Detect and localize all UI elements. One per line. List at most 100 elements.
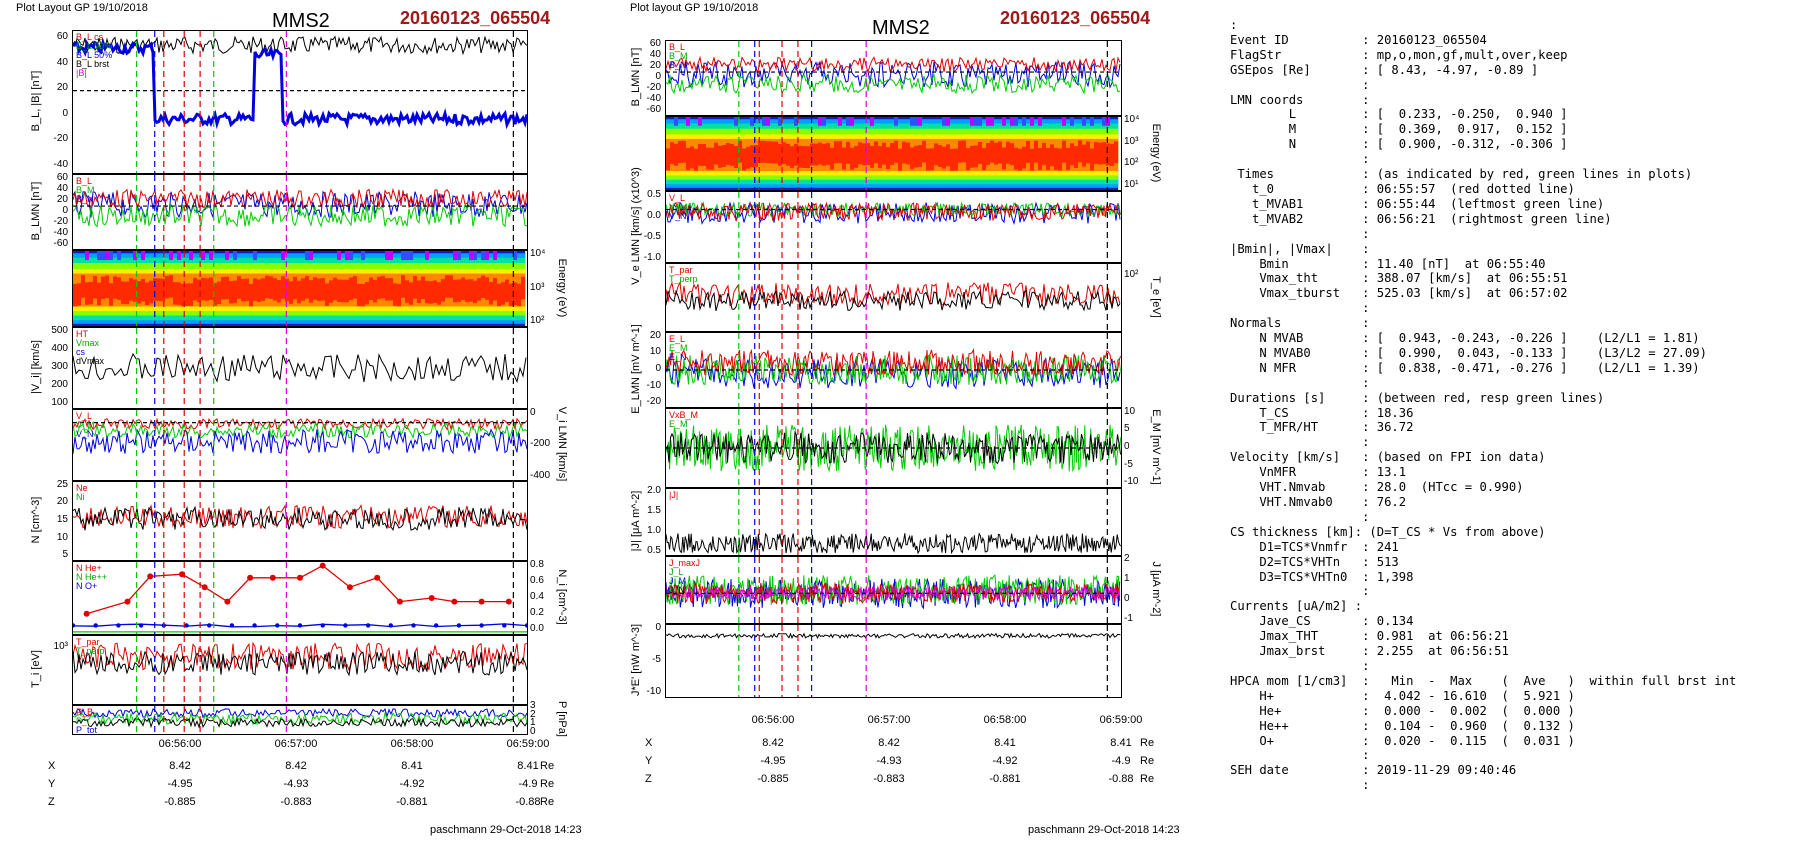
info-line: : bbox=[1230, 18, 1238, 32]
info-line: L : [ 0.233, -0.250, 0.940 ] bbox=[1230, 107, 1568, 122]
legend-entry: N He++ bbox=[76, 572, 108, 582]
info-line: : bbox=[1230, 77, 1370, 92]
no-point bbox=[479, 623, 484, 628]
legend-entry: B_L bbox=[669, 42, 686, 52]
middle-panel-7-legend: |J| bbox=[669, 491, 678, 500]
no-point bbox=[138, 623, 144, 628]
left-coord-unit: Re bbox=[540, 796, 555, 808]
left-panel-7: N He+ N He++ N O+ bbox=[72, 561, 528, 635]
legend-entry: cs bbox=[76, 347, 85, 357]
legend-entry: J_L bbox=[669, 567, 684, 577]
middle-coord-label-z: Z bbox=[645, 773, 652, 785]
no-point bbox=[116, 623, 121, 628]
info-line: : bbox=[1230, 375, 1370, 390]
middle-panel-2-ytick: 10² bbox=[1124, 157, 1139, 169]
nhe-point bbox=[451, 598, 458, 605]
left-panel-8: T_par T_perp bbox=[72, 635, 528, 705]
left-panel-8-ylabel: T_i [eV] bbox=[30, 650, 42, 688]
left-panel-9-ytick: 3 bbox=[530, 700, 536, 712]
info-line: : bbox=[1230, 152, 1370, 167]
no-point bbox=[343, 623, 348, 628]
middle-panel-1-ytick: 40 bbox=[649, 48, 661, 60]
left-event-title: 20160123_065504 bbox=[400, 8, 551, 28]
middle-panel-5-legend: E_L E_M E_N bbox=[669, 335, 688, 362]
middle-panel-7: |J| bbox=[665, 488, 1122, 556]
legend-entry: T_perp bbox=[669, 274, 698, 284]
middle-time-tick: 06:57:00 bbox=[867, 714, 911, 726]
info-line: |Bmin|, |Vmax| : bbox=[1230, 241, 1370, 256]
legend-entry: V_M bbox=[76, 420, 95, 430]
middle-panel-1-ytick: -20 bbox=[646, 82, 661, 94]
middle-panel-6-ytick: 0 bbox=[1124, 441, 1130, 452]
middle-coord-value: 8.42 bbox=[878, 737, 900, 749]
middle-panel-7-trace-1 bbox=[666, 532, 1121, 555]
middle-panel-4-plot bbox=[666, 264, 1121, 331]
left-panel-4-ytick: 200 bbox=[51, 379, 68, 390]
info-line: HPCA mom [1/cm3] : Min - Max ( Ave ) wit… bbox=[1230, 673, 1737, 688]
legend-entry: J_N bbox=[669, 585, 686, 595]
left-panel-5: V_L V_M V_N bbox=[72, 409, 528, 481]
left-layout-label: Plot Layout GP 19/10/2018 bbox=[16, 2, 148, 14]
info-line: O+ : 0.020 - 0.115 ( 0.031 ) bbox=[1230, 733, 1575, 748]
middle-coord-label-y: Y bbox=[645, 755, 653, 767]
left-panel-2-ylabel: B_LMN [nT] bbox=[30, 181, 42, 241]
left-panel-9-ytick: 1 bbox=[530, 717, 536, 729]
left-panel-9: P_B P_i P_tot bbox=[72, 705, 528, 735]
left-panel-9-ytick: 2 bbox=[530, 708, 536, 720]
left-panel-2-ytick: 60 bbox=[56, 171, 68, 183]
info-line: T_CS : 18.36 bbox=[1230, 405, 1414, 420]
legend-entry: V_N bbox=[76, 429, 94, 439]
left-time-tick: 06:57:00 bbox=[274, 738, 318, 750]
middle-panel-8-trace-2 bbox=[666, 574, 1121, 606]
left-panel-7-ylabel: N_i [cm^-3] bbox=[556, 569, 568, 625]
left-coord-unit: Re bbox=[540, 778, 555, 790]
middle-panel-3-ytick: -1.0 bbox=[643, 251, 661, 263]
legend-entry: B_M bbox=[76, 185, 95, 195]
info-line: VHT.Nmvab0 : 76.2 bbox=[1230, 495, 1407, 509]
left-panel-5-trace-2 bbox=[73, 422, 527, 440]
nhe-point bbox=[247, 574, 254, 581]
middle-footer: paschmann 29-Oct-2018 14:23 bbox=[1028, 824, 1180, 836]
left-panel-3 bbox=[72, 250, 528, 327]
left-coord-value: -4.93 bbox=[283, 778, 309, 790]
legend-entry: T_perp bbox=[76, 646, 105, 656]
middle-panel-3-plot bbox=[666, 192, 1121, 262]
middle-time-tick: 06:56:00 bbox=[751, 714, 795, 726]
info-line: : bbox=[1230, 778, 1370, 793]
nhe-point bbox=[505, 598, 512, 605]
left-panel-4-ytick: 400 bbox=[51, 343, 68, 354]
middle-panel-8: J_maxJ J_L J_M J_N bbox=[665, 556, 1122, 624]
middle-panel-3-ytick: 0.0 bbox=[647, 209, 661, 221]
left-panel-7-ytick: 0.4 bbox=[530, 591, 544, 602]
middle-layout-label: Plot layout GP 19/10/2018 bbox=[630, 2, 759, 14]
middle-panel-6-ytick: 5 bbox=[1124, 423, 1130, 435]
middle-coord-value: -4.93 bbox=[876, 755, 902, 767]
middle-coord-unit: Re bbox=[1140, 755, 1155, 767]
no-point bbox=[229, 623, 235, 628]
left-panel-1-ytick: 0 bbox=[62, 107, 68, 119]
nhe-point bbox=[83, 610, 90, 617]
left-coord-value: 8.41 bbox=[517, 760, 539, 772]
info-line: FlagStr : mp,o,mon,gf,mult,over,keep bbox=[1230, 47, 1568, 62]
left-panel-6-trace-1 bbox=[73, 504, 527, 531]
middle-panel-9 bbox=[665, 624, 1122, 698]
left-sat-title: MMS2 bbox=[272, 10, 330, 32]
middle-panel-9-trace-1 bbox=[666, 632, 1121, 640]
legend-entry: T_par bbox=[76, 637, 100, 647]
left-panel-7-ytick: 0.0 bbox=[530, 623, 544, 635]
middle-panel-1: B_L B_M B_N bbox=[665, 40, 1122, 116]
left-panel-4-plot bbox=[73, 328, 527, 408]
nhe-point bbox=[224, 598, 231, 605]
info-line: N MVAB0 : [ 0.990, 0.043, -0.133 ] (L3/L… bbox=[1230, 345, 1707, 360]
left-coord-unit: Re bbox=[540, 760, 555, 772]
legend-entry: P_i bbox=[76, 716, 90, 726]
left-panel-6-legend: Ne Ni bbox=[76, 484, 88, 502]
nhe-point bbox=[478, 598, 485, 605]
middle-panel-5-ylabel: E_LMN [mV m^-1] bbox=[630, 324, 642, 414]
middle-coord-value: -4.95 bbox=[760, 755, 786, 767]
legend-entry: HT bbox=[76, 329, 88, 339]
middle-coord-value: -4.9 bbox=[1111, 755, 1131, 767]
left-coord-value: -4.92 bbox=[399, 778, 425, 790]
middle-coord-value: -0.883 bbox=[873, 773, 905, 785]
no-point bbox=[365, 623, 371, 628]
